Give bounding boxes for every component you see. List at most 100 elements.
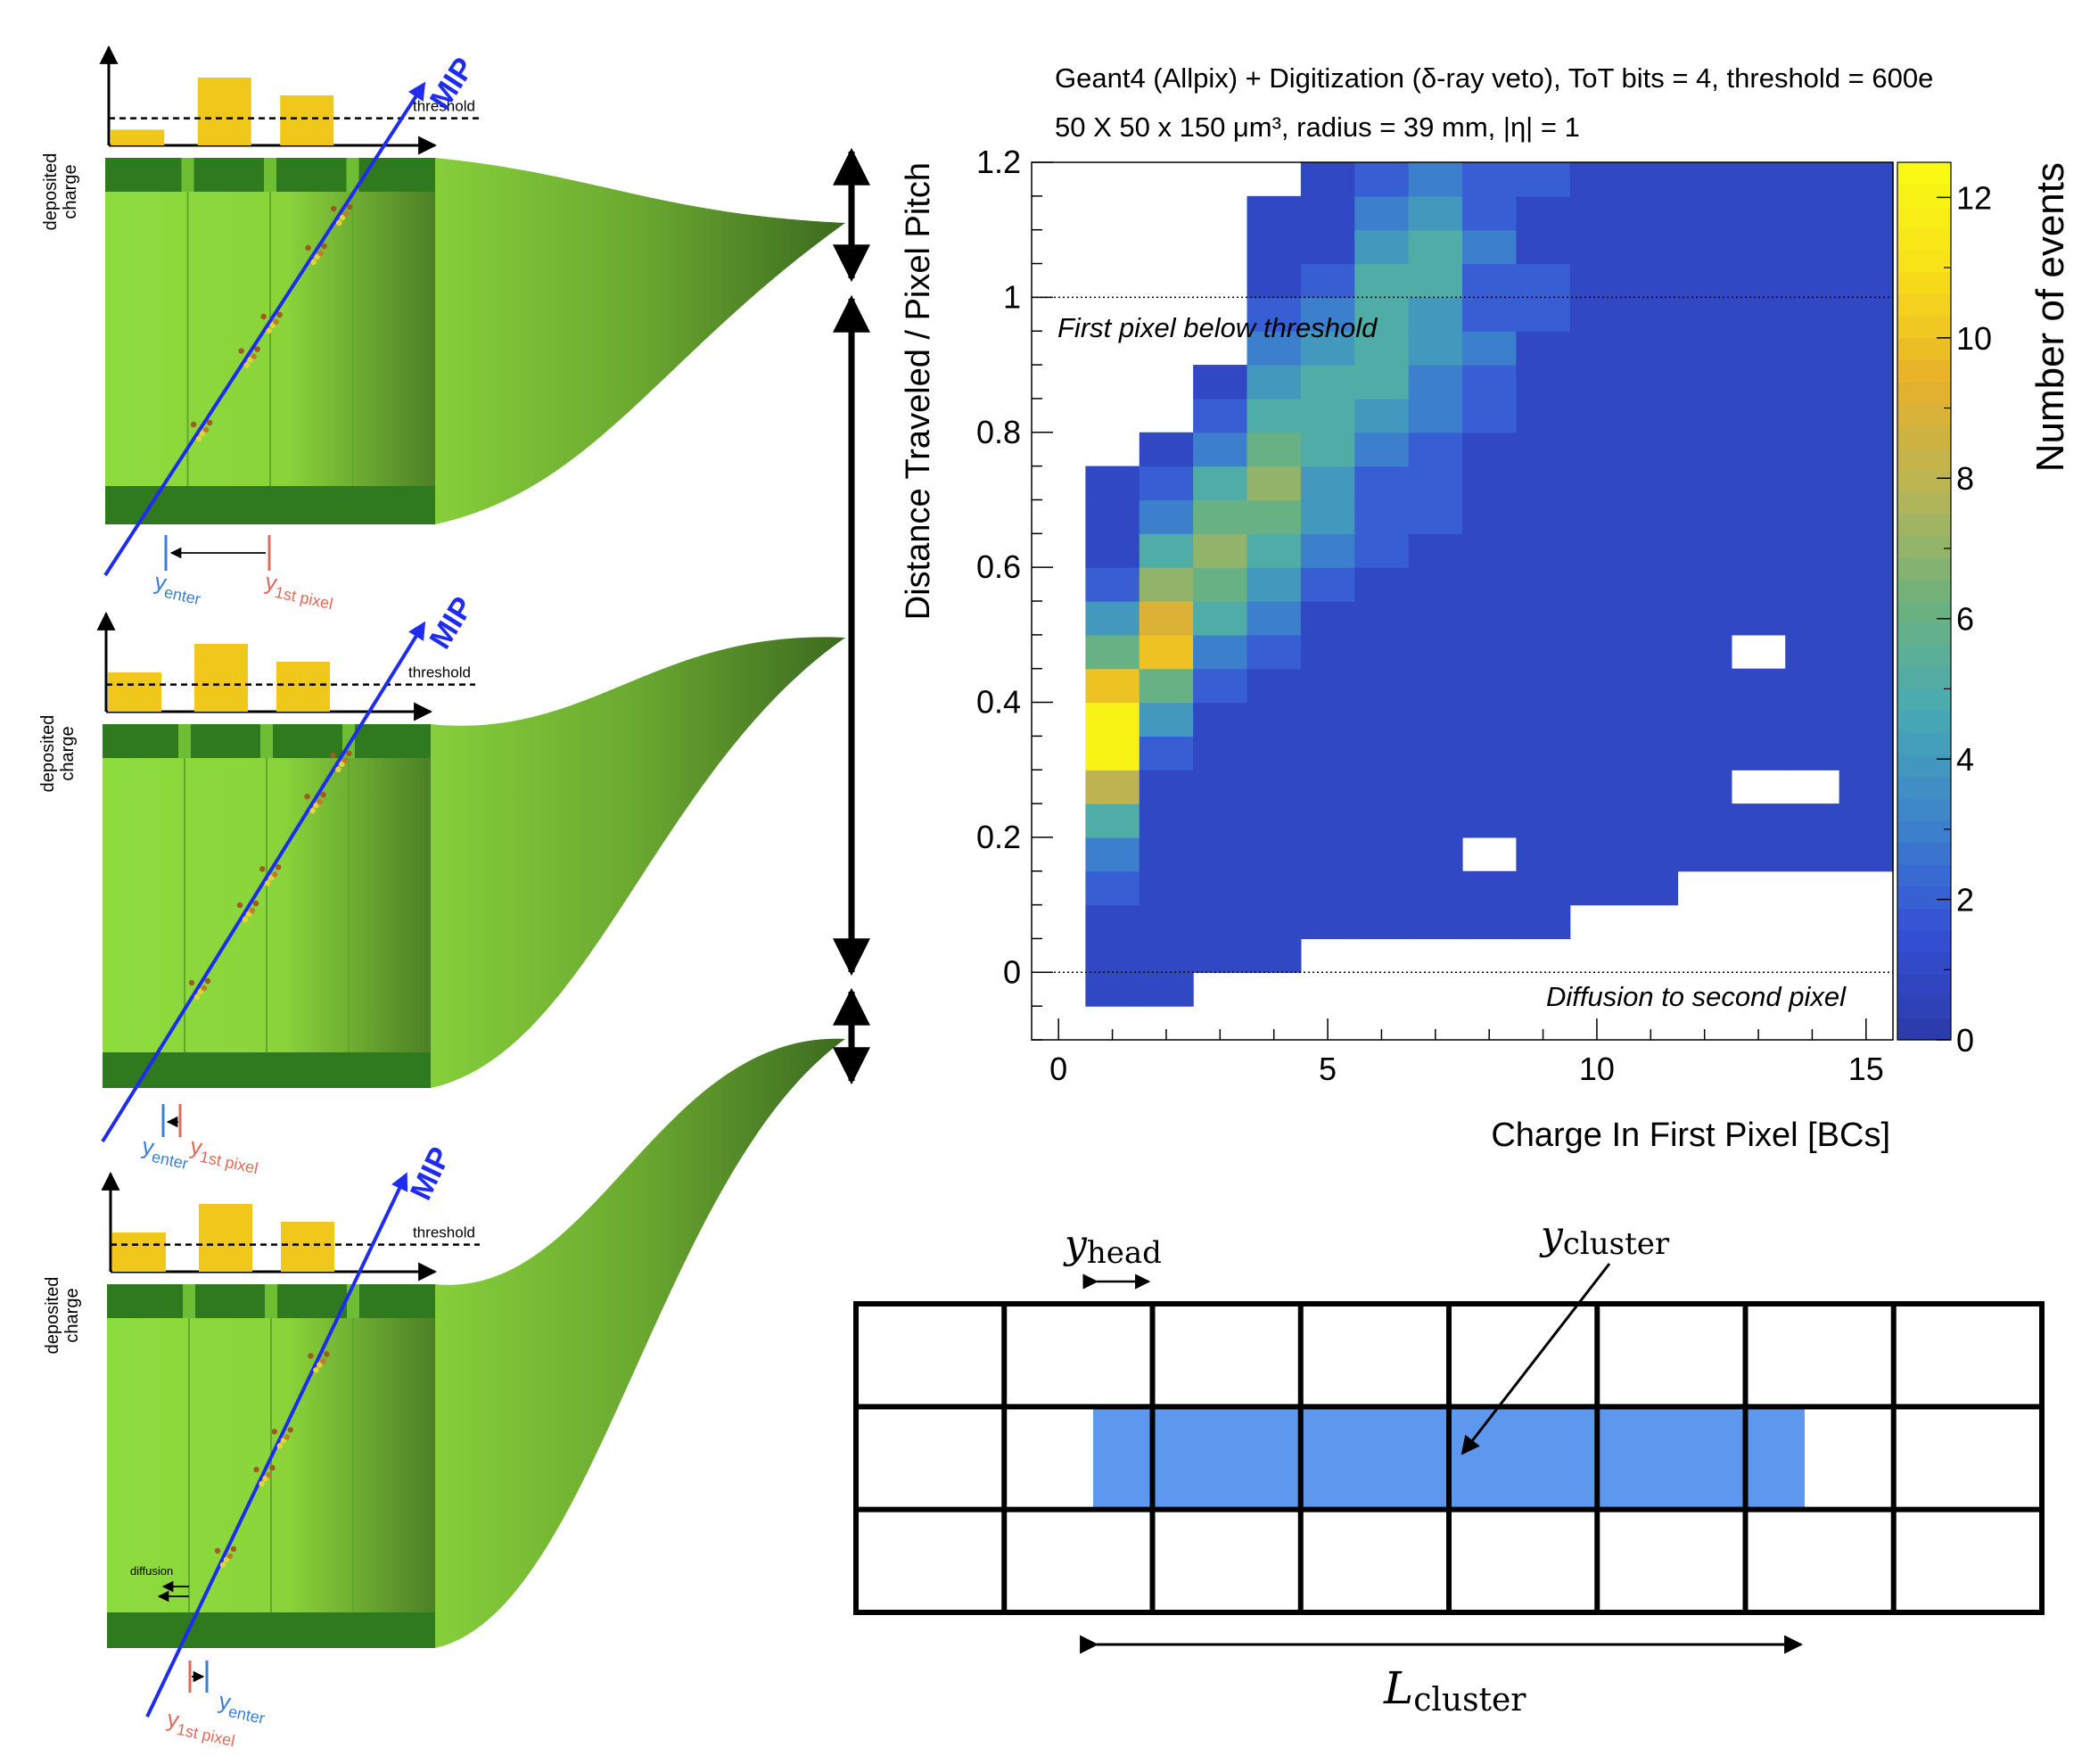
heatmap-cell bbox=[1085, 499, 1140, 534]
heatmap-cell bbox=[1731, 398, 1786, 433]
heatmap-cell bbox=[1677, 668, 1732, 704]
heatmap-cell bbox=[1085, 736, 1140, 771]
heatmap-cell bbox=[1731, 837, 1786, 872]
heatmap-cell bbox=[1516, 297, 1571, 332]
heatmap-chart: Geant4 (Allpix) + Digitization (δ-ray ve… bbox=[900, 62, 2072, 1154]
color-scale-step bbox=[1897, 798, 1951, 821]
heatmap-cell bbox=[1462, 432, 1517, 467]
heatmap-cell bbox=[1516, 634, 1571, 670]
zoom-flare bbox=[435, 158, 845, 524]
heatmap-cell bbox=[1139, 634, 1194, 670]
heatmap-cell bbox=[1731, 195, 1786, 231]
heatmap-cell bbox=[1354, 736, 1410, 771]
y-tick-label: 0.6 bbox=[976, 548, 1021, 585]
yenter-label: yenter bbox=[152, 568, 205, 608]
heatmap-cell bbox=[1300, 162, 1355, 197]
heatmap-cell bbox=[1462, 736, 1517, 771]
heatmap-cell bbox=[1247, 263, 1302, 298]
heatmap-cell bbox=[1408, 770, 1463, 804]
heatmap-cell bbox=[1785, 365, 1840, 400]
heatmap-cell bbox=[1677, 533, 1732, 568]
heatmap-cell bbox=[1677, 297, 1732, 332]
heatmap-cell bbox=[1569, 365, 1625, 400]
color-scale-step bbox=[1897, 886, 1951, 909]
heatmap-cell bbox=[1408, 263, 1463, 298]
heatmap-cell bbox=[1300, 533, 1355, 568]
heatmap-cell bbox=[1300, 263, 1355, 298]
charge-bar bbox=[112, 1232, 166, 1272]
heatmap-cell bbox=[1624, 466, 1679, 501]
y-cluster-arrow bbox=[1461, 1263, 1611, 1455]
heatmap-cell bbox=[1677, 229, 1732, 265]
heatmap-cell bbox=[1624, 263, 1679, 298]
heatmap-cell bbox=[1408, 904, 1463, 940]
charge-bar bbox=[199, 1204, 252, 1272]
heatmap-cell bbox=[1731, 466, 1786, 501]
heatmap-cell bbox=[1569, 634, 1625, 670]
heatmap-cell bbox=[1677, 736, 1732, 771]
color-scale-step bbox=[1897, 732, 1951, 755]
color-scale-step bbox=[1897, 272, 1951, 295]
heatmap-cell bbox=[1139, 466, 1194, 501]
y-tick-label: 0.4 bbox=[976, 684, 1021, 721]
heatmap-cell bbox=[1085, 904, 1140, 940]
heatmap-cell bbox=[1354, 870, 1410, 906]
heatmap-cell bbox=[1731, 432, 1786, 467]
heatmap-cell bbox=[1731, 804, 1786, 838]
charge-bar bbox=[276, 662, 330, 712]
heatmap-cell bbox=[1300, 702, 1355, 737]
heatmap-cell bbox=[1624, 634, 1679, 670]
heatmap-cell bbox=[1300, 229, 1355, 265]
heatmap-cell bbox=[1193, 466, 1248, 501]
color-scale-step bbox=[1897, 645, 1951, 668]
heatmap-cell bbox=[1624, 870, 1679, 906]
mip-label: MIP bbox=[424, 591, 481, 655]
heatmap-cell bbox=[1354, 904, 1410, 940]
color-scale-step bbox=[1897, 1018, 1951, 1041]
charge-bar bbox=[111, 129, 165, 145]
heatmap-cell bbox=[1247, 668, 1302, 704]
heatmap-cell bbox=[1839, 804, 1894, 838]
heatmap-cell bbox=[1785, 736, 1840, 771]
color-scale: 0 2 4 6 8 10 12 bbox=[1897, 161, 1992, 1059]
heatmap-cell bbox=[1193, 634, 1248, 670]
color-scale-step bbox=[1897, 864, 1951, 887]
heatmap-cell bbox=[1408, 533, 1463, 568]
heatmap-cell bbox=[1731, 567, 1786, 602]
y-axis-label: Distance Traveled / Pixel Pitch bbox=[900, 162, 937, 620]
heatmap-cell bbox=[1569, 770, 1625, 804]
heatmap-cell bbox=[1300, 432, 1355, 467]
heatmap-cell bbox=[1516, 904, 1571, 940]
heatmap-cell bbox=[1139, 972, 1194, 1007]
zoom-flare bbox=[435, 1038, 845, 1648]
heatmap-cell bbox=[1785, 432, 1840, 467]
heatmap-cell bbox=[1516, 365, 1571, 400]
heatmap-cell bbox=[1247, 634, 1302, 670]
heatmap-cell bbox=[1785, 398, 1840, 433]
heatmap-cell bbox=[1247, 736, 1302, 771]
heatmap-cell bbox=[1569, 601, 1625, 636]
sensor-bottom-layer bbox=[107, 1612, 435, 1648]
x-axis-label: Charge In First Pixel [BCs] bbox=[1491, 1117, 1890, 1154]
heatmap-cell bbox=[1247, 398, 1302, 433]
heatmap-cell bbox=[1785, 297, 1840, 332]
heatmap-cell bbox=[1354, 837, 1410, 872]
heatmap-cell bbox=[1785, 499, 1840, 534]
heatmap-cell bbox=[1354, 499, 1410, 534]
heatmap-cell bbox=[1300, 195, 1355, 231]
heatmap-cell bbox=[1839, 533, 1894, 568]
heatmap-cell bbox=[1462, 601, 1517, 636]
heatmap-cell bbox=[1569, 398, 1625, 433]
x-tick-label: 15 bbox=[1848, 1051, 1884, 1087]
color-scale-step bbox=[1897, 579, 1951, 602]
heatmap-cell bbox=[1624, 837, 1679, 872]
heatmap-cell bbox=[1247, 533, 1302, 568]
heatmap-cell bbox=[1624, 567, 1679, 602]
heatmap-cell bbox=[1677, 432, 1732, 467]
heatmap-cell bbox=[1247, 601, 1302, 636]
heatmap-cell bbox=[1677, 770, 1732, 804]
yfirst-label: y1st pixel bbox=[187, 1133, 263, 1178]
